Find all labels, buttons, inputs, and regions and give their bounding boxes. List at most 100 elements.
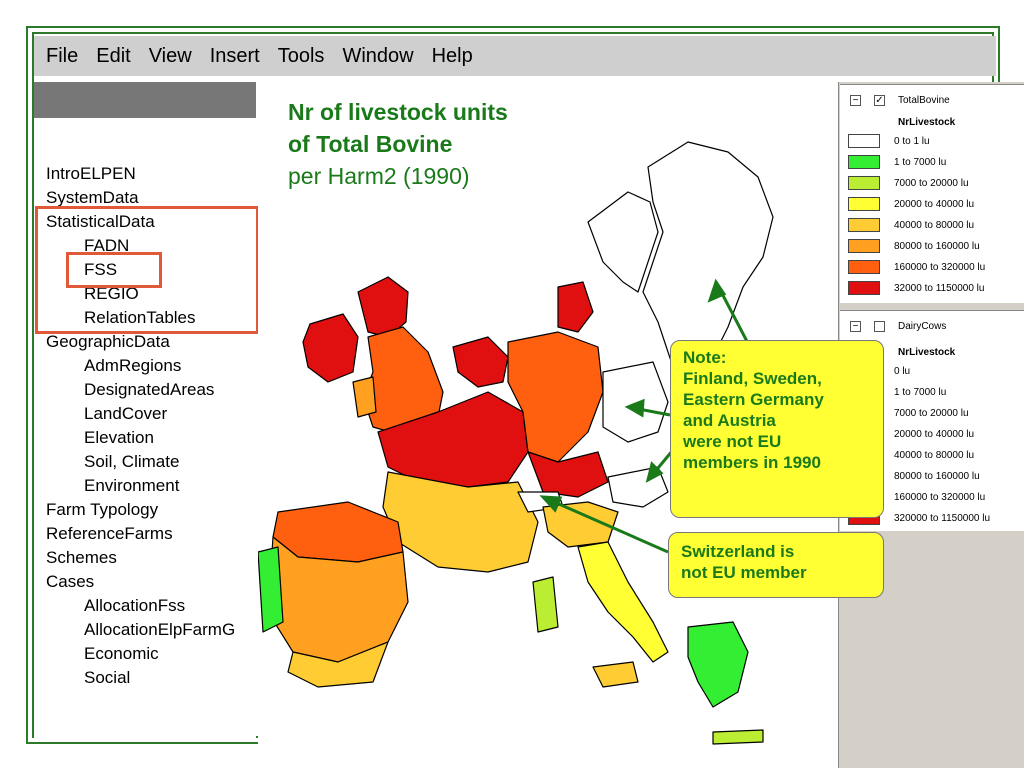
note-line: members in 1990 bbox=[683, 453, 821, 472]
legend-label: 40000 to 80000 lu bbox=[894, 449, 975, 461]
legend-label: 1 to 7000 lu bbox=[894, 386, 947, 398]
map-region-eastern-germany bbox=[602, 361, 669, 443]
switzerland-callout: Switzerland is not EU member bbox=[668, 532, 884, 598]
legend-attribute: NrLivestock bbox=[898, 347, 956, 358]
note-callout: Note: Finland, Sweden, Eastern Germany a… bbox=[670, 340, 884, 518]
tree-item-soil-climate[interactable]: Soil, Climate bbox=[84, 452, 180, 471]
map-region-portugal bbox=[258, 546, 284, 633]
tree-item-referencefarms[interactable]: ReferenceFarms bbox=[46, 524, 173, 543]
menu-tools[interactable]: Tools bbox=[277, 44, 325, 67]
map-region-germany-south bbox=[527, 451, 609, 498]
legend-swatch bbox=[848, 155, 880, 169]
layer-checkbox-dairycows[interactable] bbox=[874, 321, 885, 332]
legend-label: 320000 to 1150000 lu bbox=[894, 512, 991, 524]
menu-bar: File Edit View Insert Tools Window Help bbox=[34, 36, 996, 76]
legend-swatch bbox=[848, 176, 880, 190]
collapse-icon[interactable]: − bbox=[850, 95, 861, 106]
map-region-iberia-south bbox=[287, 641, 389, 688]
map-region-benelux bbox=[452, 336, 509, 388]
map-region-crete bbox=[712, 729, 764, 745]
map-region-denmark bbox=[557, 281, 594, 333]
tree-item-landcover[interactable]: LandCover bbox=[84, 404, 168, 423]
legend-attribute: NrLivestock bbox=[898, 117, 956, 128]
legend-swatch bbox=[848, 197, 880, 211]
note-line: were not EU bbox=[683, 432, 782, 451]
tree-item-allocationelpfarmg[interactable]: AllocationElpFarmG bbox=[84, 620, 236, 639]
tree-item-designatedareas[interactable]: DesignatedAreas bbox=[84, 380, 215, 399]
tree-item-fadn[interactable]: FADN bbox=[84, 236, 130, 255]
map-title-line3: per Harm2 (1990) bbox=[288, 163, 470, 189]
legend-label: 7000 to 20000 lu bbox=[894, 177, 969, 189]
layer-name: TotalBovine bbox=[898, 95, 950, 106]
menu-window[interactable]: Window bbox=[342, 44, 414, 67]
arrow-to-switzerland bbox=[542, 495, 669, 554]
layer-name: DairyCows bbox=[898, 321, 947, 332]
note-line: Eastern Germany bbox=[683, 390, 824, 409]
map-region-ireland bbox=[302, 313, 359, 383]
legend-swatch bbox=[848, 239, 880, 253]
map-title-line1: Nr of livestock units bbox=[288, 99, 508, 125]
tree-item-introelpen[interactable]: IntroELPEN bbox=[46, 164, 136, 183]
map-region-italy-peninsula bbox=[577, 541, 669, 663]
map-region-greece bbox=[687, 621, 749, 708]
tree-header-bar bbox=[34, 82, 256, 118]
highlight-box-statisticaldata bbox=[35, 206, 259, 334]
navigation-tree: IntroELPEN SystemData StatisticalData FA… bbox=[34, 120, 256, 740]
legend-label: 32000 to 1150000 lu bbox=[894, 282, 985, 294]
legend-label: 80000 to 160000 lu bbox=[894, 240, 980, 252]
tree-item-statisticaldata[interactable]: StatisticalData bbox=[46, 212, 155, 231]
map-region-france-south bbox=[382, 471, 539, 573]
tree-item-relationtables[interactable]: RelationTables bbox=[84, 308, 196, 327]
legend-label: 80000 to 160000 lu bbox=[894, 470, 980, 482]
menu-insert[interactable]: Insert bbox=[209, 44, 260, 67]
map-title: Nr of livestock units of Total Bovine pe… bbox=[288, 96, 508, 192]
legend-label: 20000 to 40000 lu bbox=[894, 428, 975, 440]
layer-checkbox-totalbovine[interactable]: ✓ bbox=[874, 95, 885, 106]
note-line: Note: bbox=[683, 348, 727, 367]
note-line: Finland, Sweden, bbox=[683, 369, 822, 388]
map-title-line2: of Total Bovine bbox=[288, 131, 453, 157]
legend-swatch bbox=[848, 281, 880, 295]
legend-label: 0 lu bbox=[894, 365, 911, 377]
menu-help[interactable]: Help bbox=[431, 44, 473, 67]
tree-item-farm-typology[interactable]: Farm Typology bbox=[46, 500, 159, 519]
legend-label: 20000 to 40000 lu bbox=[894, 198, 975, 210]
legend-label: 1 to 7000 lu bbox=[894, 156, 947, 168]
map-region-sardinia bbox=[532, 576, 559, 633]
collapse-icon[interactable]: − bbox=[850, 321, 861, 332]
tree-item-admregions[interactable]: AdmRegions bbox=[84, 356, 182, 375]
tree-item-economic[interactable]: Economic bbox=[84, 644, 159, 663]
swiss-line: Switzerland is bbox=[681, 542, 795, 561]
europe-choropleth-map bbox=[258, 141, 774, 745]
tree-item-cases[interactable]: Cases bbox=[46, 572, 95, 591]
map-region-iberia-central bbox=[267, 536, 409, 663]
tree-item-schemes[interactable]: Schemes bbox=[46, 548, 117, 567]
map-canvas[interactable] bbox=[258, 82, 838, 750]
map-region-germany-west bbox=[507, 331, 604, 463]
map-region-norway-stripe bbox=[587, 191, 659, 293]
swiss-line: not EU member bbox=[681, 563, 807, 582]
tree-item-systemdata[interactable]: SystemData bbox=[46, 188, 139, 207]
map-region-sicily bbox=[592, 661, 639, 688]
tree-item-elevation[interactable]: Elevation bbox=[84, 428, 154, 447]
legend-swatch bbox=[848, 260, 880, 274]
legend-swatch bbox=[848, 218, 880, 232]
legend-layer-totalbovine: − ✓ TotalBovine NrLivestock 0 to 1 lu 1 … bbox=[840, 84, 1024, 303]
menu-file[interactable]: File bbox=[46, 44, 79, 67]
tree-item-geographicdata[interactable]: GeographicData bbox=[46, 332, 170, 351]
legend-label: 160000 to 320000 lu bbox=[894, 491, 986, 503]
map-region-scotland bbox=[357, 276, 409, 338]
tree-item-environment[interactable]: Environment bbox=[84, 476, 180, 495]
menu-view[interactable]: View bbox=[148, 44, 192, 67]
tree-item-fss[interactable]: FSS bbox=[84, 260, 118, 279]
tree-item-regio[interactable]: REGIO bbox=[84, 284, 139, 303]
legend-label: 160000 to 320000 lu bbox=[894, 261, 986, 273]
legend-swatch bbox=[848, 134, 880, 148]
note-line: and Austria bbox=[683, 411, 776, 430]
menu-edit[interactable]: Edit bbox=[96, 44, 131, 67]
tree-item-social[interactable]: Social bbox=[84, 668, 131, 687]
highlight-box-fss bbox=[66, 252, 162, 288]
legend-label: 40000 to 80000 lu bbox=[894, 219, 975, 231]
tree-item-allocationfss[interactable]: AllocationFss bbox=[84, 596, 186, 615]
legend-label: 0 to 1 lu bbox=[894, 135, 930, 147]
